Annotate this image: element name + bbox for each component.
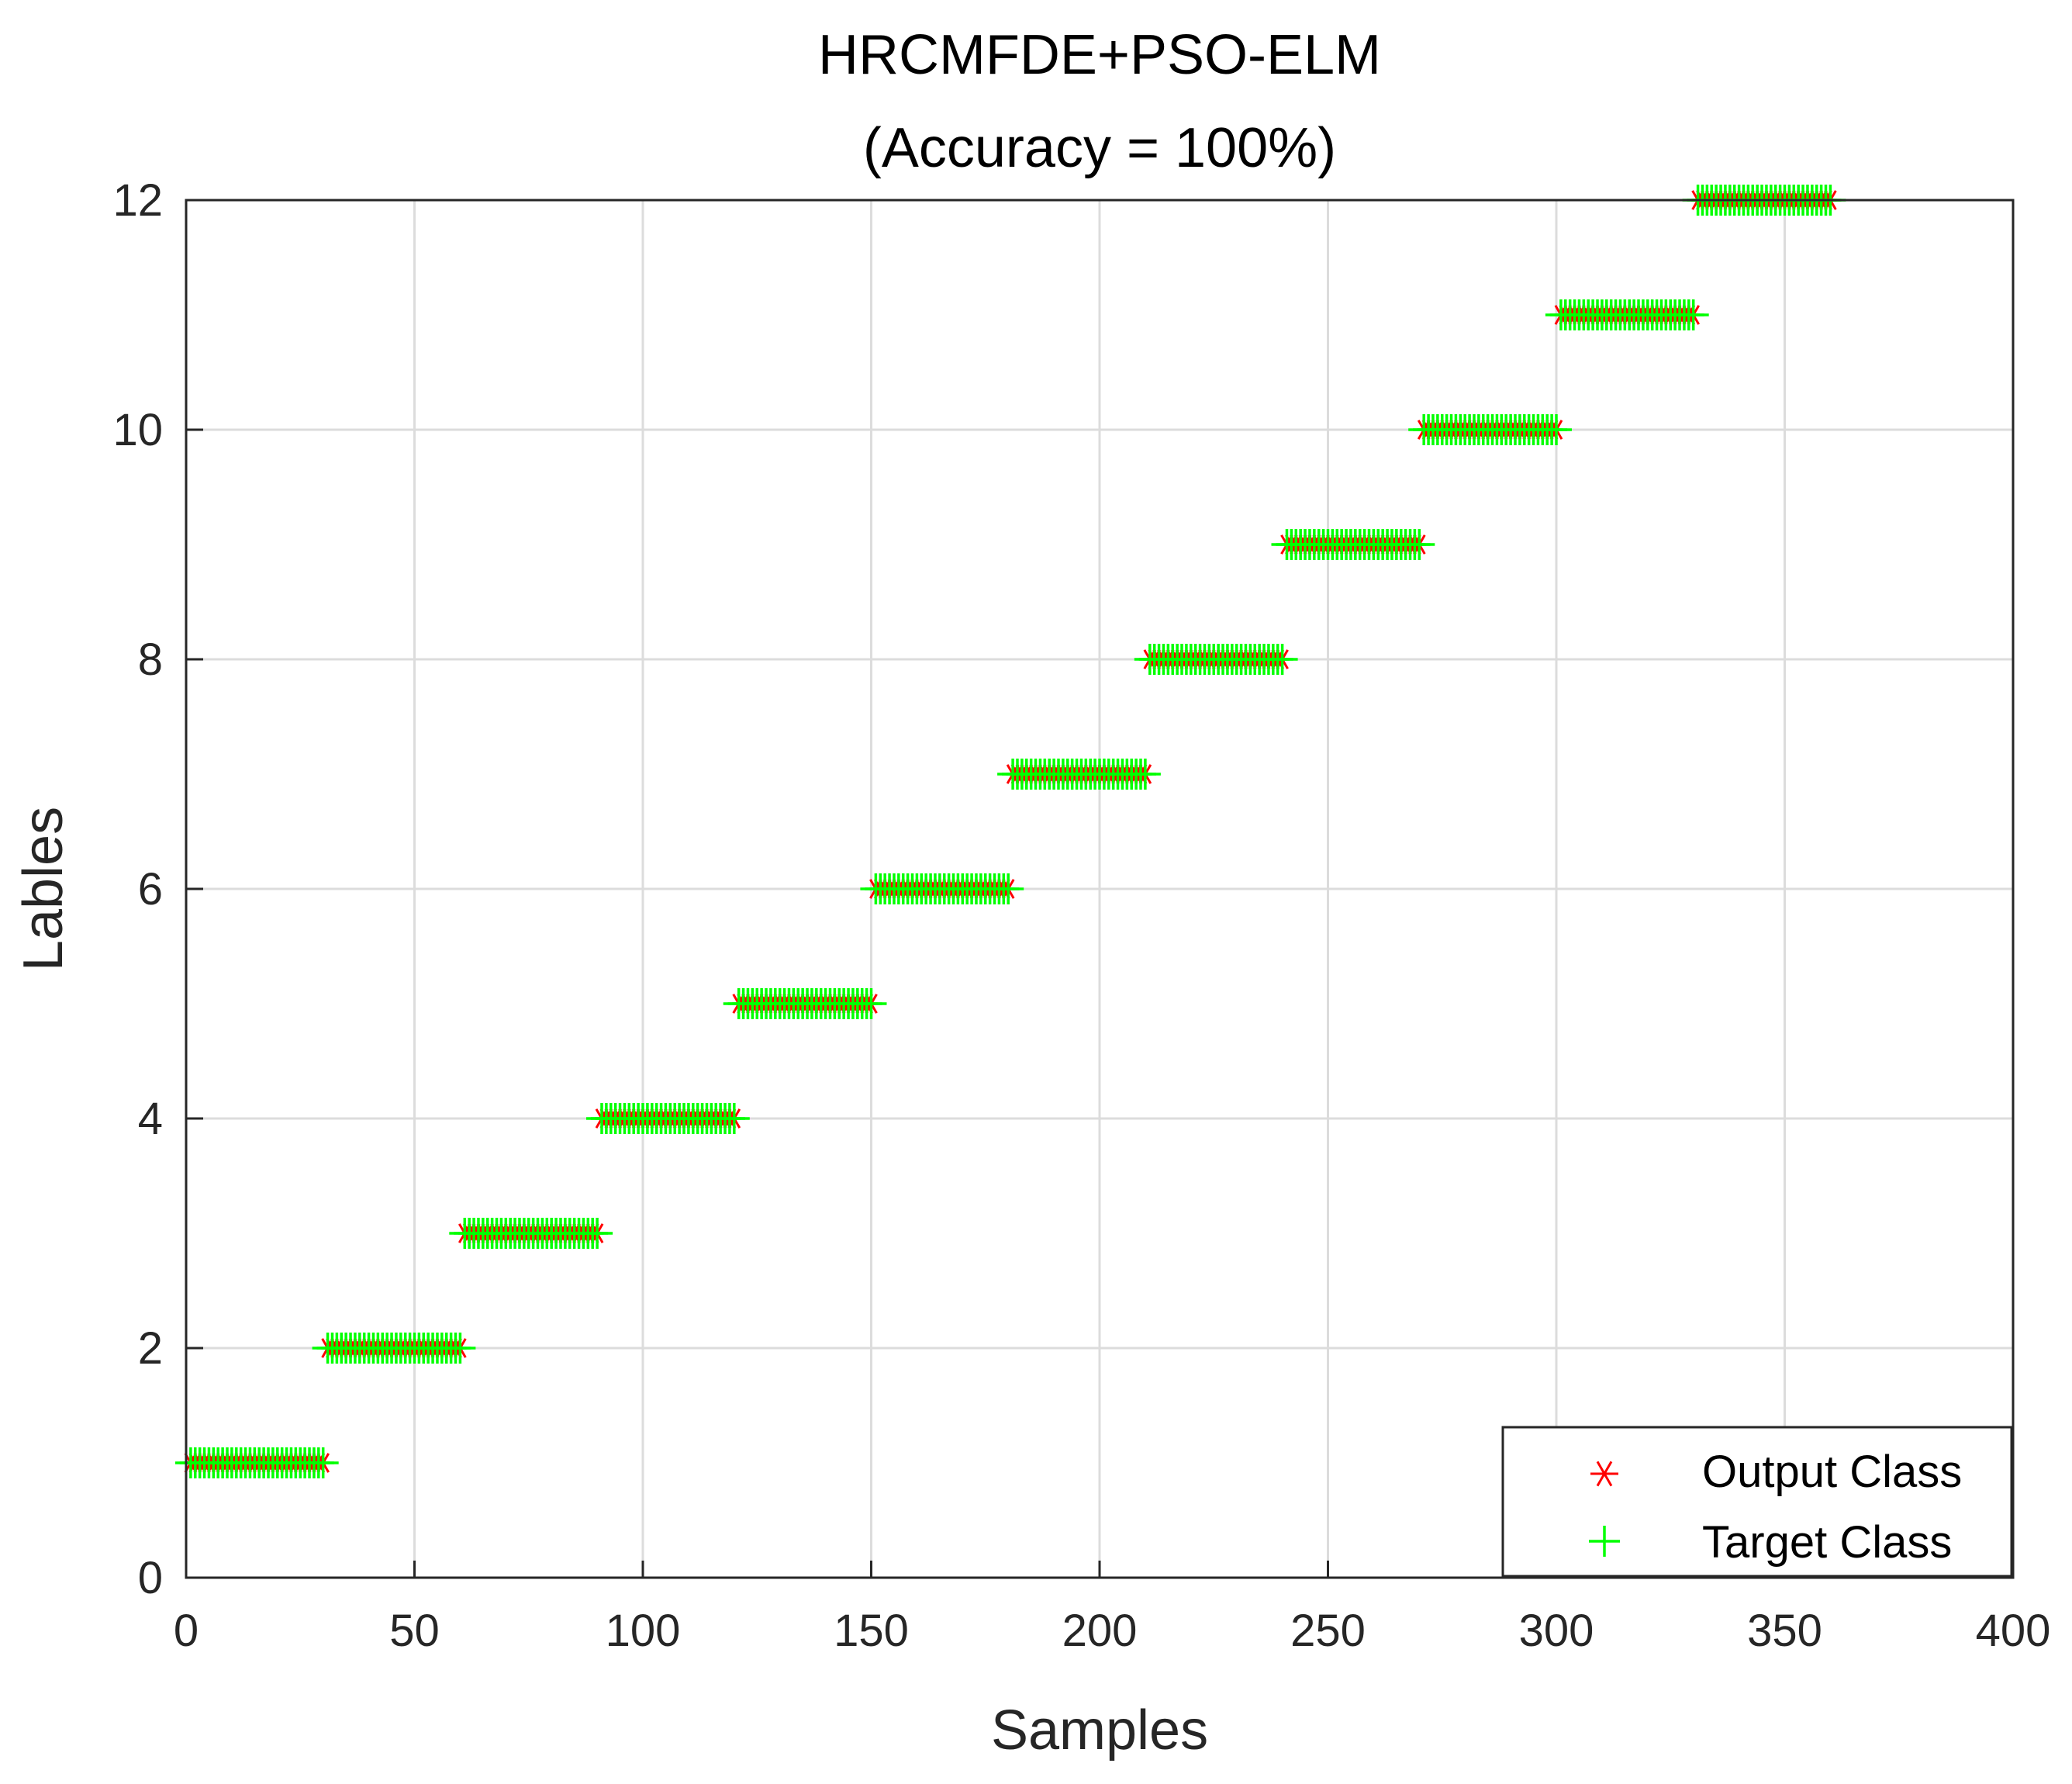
y-tick-label: 8 bbox=[138, 634, 163, 685]
y-axis-ticks: 0 2 4 6 8 10 12 bbox=[112, 175, 203, 1603]
y-tick-label: 6 bbox=[138, 864, 163, 914]
chart-title: HRCMFDE+PSO-ELM bbox=[818, 24, 1381, 86]
target-class-point bbox=[582, 1218, 613, 1249]
target-class-point bbox=[1266, 644, 1298, 675]
y-tick-label: 2 bbox=[138, 1323, 163, 1374]
x-axis-label: Samples bbox=[991, 1699, 1208, 1762]
legend-asterisk-mark bbox=[1590, 1461, 1618, 1487]
legend-box bbox=[1501, 1426, 2013, 1578]
legend-target-class-plus-icon bbox=[1589, 1526, 1620, 1557]
target-class-point bbox=[307, 1447, 339, 1478]
target-class-point bbox=[1404, 529, 1435, 560]
chart-subtitle: (Accuracy = 100%) bbox=[863, 117, 1336, 179]
legend-label-output-class: Output Class bbox=[1702, 1447, 1962, 1497]
y-tick-label: 10 bbox=[112, 405, 163, 455]
legend-label-target-class: Target Class bbox=[1702, 1517, 1952, 1568]
target-class-point bbox=[855, 988, 887, 1019]
y-tick-label: 4 bbox=[138, 1094, 163, 1144]
x-axis-ticks: 0 50 100 150 200 250 300 350 400 bbox=[174, 1561, 2051, 1656]
legend-output-class-asterisk-icon bbox=[1590, 1461, 1618, 1487]
target-class-point bbox=[1129, 759, 1161, 790]
target-class-point bbox=[1677, 299, 1709, 330]
target-class-point bbox=[1541, 414, 1572, 445]
x-tick-label: 150 bbox=[834, 1606, 909, 1656]
x-tick-label: 400 bbox=[1976, 1606, 2051, 1656]
target-class-point bbox=[718, 1103, 750, 1134]
asterisk-stroke bbox=[1596, 1461, 1613, 1487]
x-tick-label: 350 bbox=[1747, 1606, 1822, 1656]
y-axis-label: Lables bbox=[12, 807, 74, 971]
x-tick-label: 250 bbox=[1290, 1606, 1366, 1656]
x-tick-label: 50 bbox=[389, 1606, 440, 1656]
x-tick-label: 300 bbox=[1519, 1606, 1594, 1656]
x-tick-label: 0 bbox=[174, 1606, 199, 1656]
target-class-point bbox=[444, 1333, 476, 1364]
x-tick-label: 100 bbox=[606, 1606, 681, 1656]
legend: Output Class Target Class bbox=[1501, 1426, 2013, 1578]
x-tick-label: 200 bbox=[1062, 1606, 1138, 1656]
y-tick-label: 0 bbox=[138, 1553, 163, 1603]
target-class-point bbox=[993, 873, 1024, 904]
y-tick-label: 12 bbox=[112, 175, 163, 226]
legend-plus-mark bbox=[1589, 1526, 1620, 1557]
